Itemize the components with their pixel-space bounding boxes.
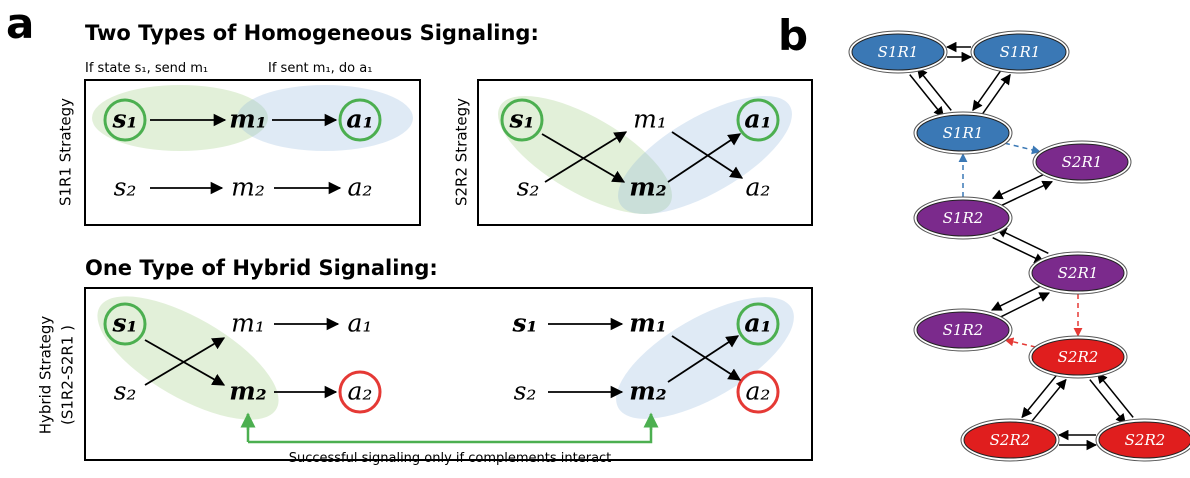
bracket: [246, 414, 653, 444]
act: a₂: [746, 173, 771, 202]
sender-region: [97, 296, 279, 420]
node: [851, 33, 945, 71]
node: [973, 33, 1067, 71]
edge: [996, 228, 1049, 254]
edge: [1004, 142, 1041, 155]
node-label: S2R2: [1125, 431, 1166, 449]
side-label: S1R1 Strategy: [57, 98, 75, 206]
edge: [996, 292, 1050, 320]
act: a₁: [744, 309, 771, 338]
highlight: [736, 370, 780, 414]
node: [963, 421, 1057, 459]
annotation: If state s₁, send m₁: [85, 61, 208, 76]
highlight: [338, 98, 382, 142]
edge: [980, 73, 1011, 117]
box: [84, 287, 813, 461]
box: [84, 79, 421, 226]
edge: [1096, 372, 1134, 418]
node: [916, 311, 1010, 349]
act: a₁: [346, 105, 373, 134]
arrow: [667, 335, 740, 383]
highlight: [103, 98, 147, 142]
act: a₂: [348, 377, 373, 406]
node-label: S1R1: [943, 124, 984, 142]
arrow: [144, 337, 226, 386]
state: s₁: [111, 309, 137, 338]
receiver-region: [618, 95, 792, 215]
message: m₁: [231, 309, 265, 338]
note: Successful signaling only if complements…: [289, 451, 612, 466]
edge: [1021, 372, 1059, 419]
node: [916, 199, 1010, 237]
hybrid-box: Hybrid Strategy (S1R2-S2R1 ) s₁ m₁ a₁ s₂…: [37, 287, 813, 466]
side-label: (S1R2-S2R1 ): [59, 325, 77, 425]
node-label: S1R2: [943, 209, 984, 227]
act: a₂: [348, 173, 373, 202]
node: [1035, 143, 1129, 181]
node-label: S1R2: [943, 321, 984, 339]
state: s₁: [511, 309, 537, 338]
arrow: [671, 131, 744, 179]
message: m₁: [629, 309, 666, 338]
node-label: S2R1: [1058, 264, 1099, 282]
act: a₁: [348, 309, 373, 338]
section-title: One Type of Hybrid Signaling:: [85, 256, 438, 280]
arrow: [544, 131, 628, 183]
state: s₂: [114, 173, 137, 202]
state: s₂: [517, 173, 540, 202]
edge: [916, 67, 952, 111]
node-label: S1R1: [878, 43, 919, 61]
edge: [996, 180, 1053, 209]
message: m₂: [231, 173, 265, 202]
state: s₁: [111, 105, 137, 134]
edge: [1029, 378, 1067, 425]
side-label: S2R2 Strategy: [453, 98, 471, 206]
highlight: [736, 98, 780, 142]
panel-label: a: [6, 0, 34, 48]
edge: [909, 74, 945, 118]
annotation: If sent m₁, do a₁: [268, 61, 372, 76]
edge: [992, 237, 1045, 263]
edge: [1089, 379, 1127, 425]
highlight: [500, 98, 544, 142]
box: [477, 79, 813, 226]
message: m₂: [629, 377, 666, 406]
highlight: [103, 302, 147, 346]
act: a₁: [744, 105, 771, 134]
node: [1031, 254, 1125, 292]
node: [1031, 338, 1125, 376]
edge: [992, 171, 1049, 200]
act: a₂: [746, 377, 771, 406]
node: [916, 114, 1010, 152]
s2r2-box: S2R2 Strategy s₁ m₁ a₁ s₂ m₂ a₂: [453, 79, 813, 226]
edge: [991, 283, 1045, 311]
state: s₂: [114, 377, 137, 406]
panel-label: b: [778, 11, 808, 60]
state: s₁: [508, 105, 534, 134]
state: s₂: [514, 377, 537, 406]
node-label: S1R1: [1000, 43, 1041, 61]
state-graph: S1R1 S1R1 S1R1 S2R1 S1R2 S2R1 S1R2 S2R2 S2R2 S2R2: [848, 30, 1190, 462]
edge: [1004, 337, 1036, 348]
node-label: S2R2: [990, 431, 1031, 449]
message: m₁: [633, 105, 667, 134]
s1r1-box: S1R1 Strategy s₁ m₁ a₁ s₂ m₂ a₂: [57, 79, 421, 226]
sender-region: [92, 85, 268, 151]
message: m₂: [229, 377, 266, 406]
highlight: [338, 370, 382, 414]
node-label: S2R2: [1058, 348, 1099, 366]
node: [1098, 421, 1190, 459]
message: m₁: [229, 105, 266, 134]
arrow: [667, 133, 742, 183]
section-title: Two Types of Homogeneous Signaling:: [85, 21, 539, 45]
highlight: [736, 302, 780, 346]
edge: [972, 68, 1003, 112]
node-label: S2R1: [1062, 153, 1103, 171]
message: m₂: [629, 173, 666, 202]
side-label: Hybrid Strategy: [37, 316, 55, 435]
